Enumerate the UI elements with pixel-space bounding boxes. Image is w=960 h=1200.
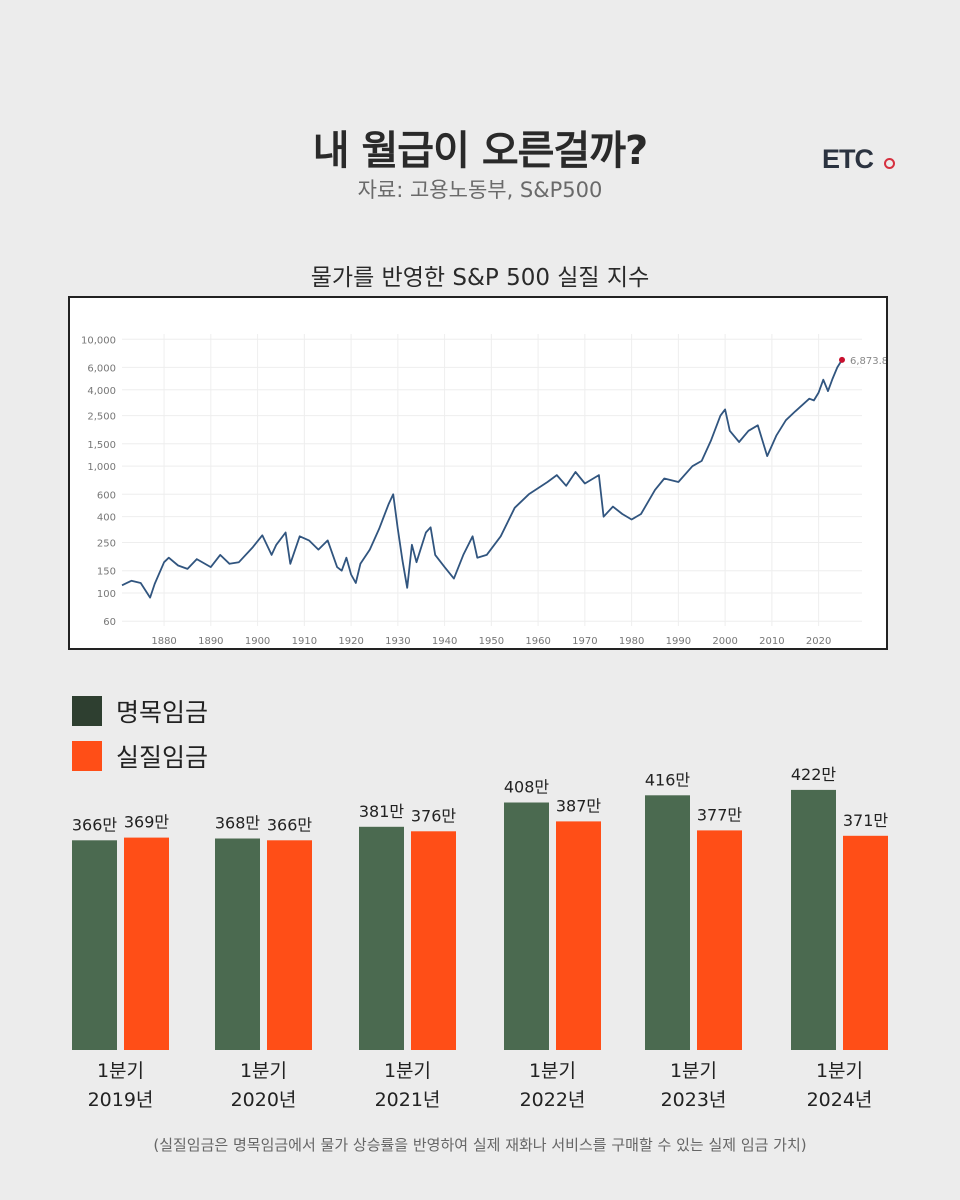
category-label-year: 2024년 — [807, 1089, 873, 1111]
legend-swatch-real — [72, 741, 102, 771]
x-tick-label: 1910 — [292, 636, 317, 647]
source-note: 자료: 고용노동부, S&P500 — [357, 178, 603, 202]
bar-real — [124, 837, 169, 1050]
bar-label-real: 366만 — [267, 815, 313, 834]
last-value-marker — [839, 356, 845, 363]
bar-nominal — [359, 826, 404, 1050]
category-label-year: 2022년 — [520, 1089, 586, 1111]
y-tick-label: 1,000 — [87, 462, 116, 473]
legend-label-real: 실질임금 — [116, 743, 209, 772]
x-tick-label: 1990 — [666, 636, 691, 647]
category-label-quarter: 1분기 — [384, 1060, 431, 1082]
brand-dot-icon — [884, 158, 895, 169]
category-label-year: 2019년 — [88, 1089, 154, 1111]
category-label-year: 2020년 — [231, 1089, 297, 1111]
x-tick-label: 1900 — [245, 636, 270, 647]
y-tick-label: 4,000 — [87, 386, 116, 397]
bar-label-nominal: 416만 — [645, 770, 691, 789]
bar-nominal — [215, 838, 260, 1050]
line-chart-title: 물가를 반영한 S&P 500 실질 지수 — [310, 265, 650, 291]
legend-swatch-nominal — [72, 696, 102, 726]
x-tick-label: 1980 — [619, 636, 644, 647]
category-label-quarter: 1분기 — [816, 1060, 863, 1082]
y-tick-label: 2,500 — [87, 412, 116, 423]
category-label-quarter: 1분기 — [670, 1060, 717, 1082]
bar-real — [843, 835, 888, 1050]
y-tick-label: 100 — [97, 589, 116, 600]
category-label-quarter: 1분기 — [529, 1060, 576, 1082]
y-tick-label: 150 — [97, 567, 116, 578]
x-tick-label: 1920 — [338, 636, 363, 647]
bar-label-real: 376만 — [411, 806, 457, 825]
category-label-quarter: 1분기 — [97, 1060, 144, 1082]
x-tick-label: 1960 — [525, 636, 550, 647]
bar-nominal — [72, 840, 117, 1050]
y-tick-label: 60 — [103, 617, 116, 628]
category-label-year: 2023년 — [661, 1089, 727, 1111]
footnote: (실질임금은 명목임금에서 물가 상승률을 반영하여 실제 재화나 서비스를 구… — [153, 1136, 807, 1154]
x-tick-label: 1950 — [479, 636, 504, 647]
x-tick-label: 1930 — [385, 636, 410, 647]
x-tick-label: 1880 — [151, 636, 176, 647]
y-tick-label: 600 — [97, 490, 116, 501]
y-tick-label: 250 — [97, 539, 116, 550]
wage-bar-chart: 366만 369만 1분기 2019년 368만 366만 1분기 2020년 381만 376만… — [72, 765, 889, 1111]
bar-real — [267, 840, 312, 1050]
category-label-quarter: 1분기 — [240, 1060, 287, 1082]
bar-label-nominal: 368만 — [215, 814, 261, 833]
bar-label-nominal: 408만 — [504, 778, 550, 797]
bar-label-real: 377만 — [697, 805, 743, 824]
bar-label-real: 387만 — [556, 796, 602, 815]
legend-label-nominal: 명목임금 — [116, 698, 209, 727]
x-tick-label: 2010 — [759, 636, 784, 647]
bar-nominal — [791, 789, 836, 1050]
category-label-year: 2021년 — [375, 1089, 441, 1111]
bar-label-nominal: 381만 — [359, 802, 405, 821]
bar-label-nominal: 422만 — [791, 765, 837, 784]
line-chart-frame: 1880 1890 1900 1910 1920 1930 1940 1950 1960 1970… — [68, 296, 888, 650]
page-title: 내 월급이 오른걸까? — [312, 128, 648, 174]
y-tick-label: 400 — [97, 513, 116, 524]
y-tick-label: 10,000 — [81, 335, 116, 346]
bar-nominal — [645, 795, 690, 1050]
last-value-label: 6,873.86 — [850, 356, 886, 367]
bar-real — [411, 831, 456, 1050]
brand-logo: ETC — [822, 144, 874, 174]
sp500-line — [121, 359, 843, 599]
bar-real — [697, 830, 742, 1050]
y-tick-label: 6,000 — [87, 363, 116, 374]
x-tick-label: 1940 — [432, 636, 457, 647]
bar-label-nominal: 366만 — [72, 815, 118, 834]
y-tick-label: 1,500 — [87, 440, 116, 451]
bar-real — [556, 821, 601, 1050]
x-tick-label: 1890 — [198, 636, 223, 647]
x-tick-label: 2020 — [806, 636, 831, 647]
x-tick-label: 2000 — [712, 636, 737, 647]
bar-nominal — [504, 802, 549, 1050]
line-chart: 1880 1890 1900 1910 1920 1930 1940 1950 1960 1970… — [81, 334, 886, 647]
bar-label-real: 369만 — [124, 813, 170, 832]
x-tick-label: 1970 — [572, 636, 597, 647]
bar-label-real: 371만 — [843, 811, 889, 830]
